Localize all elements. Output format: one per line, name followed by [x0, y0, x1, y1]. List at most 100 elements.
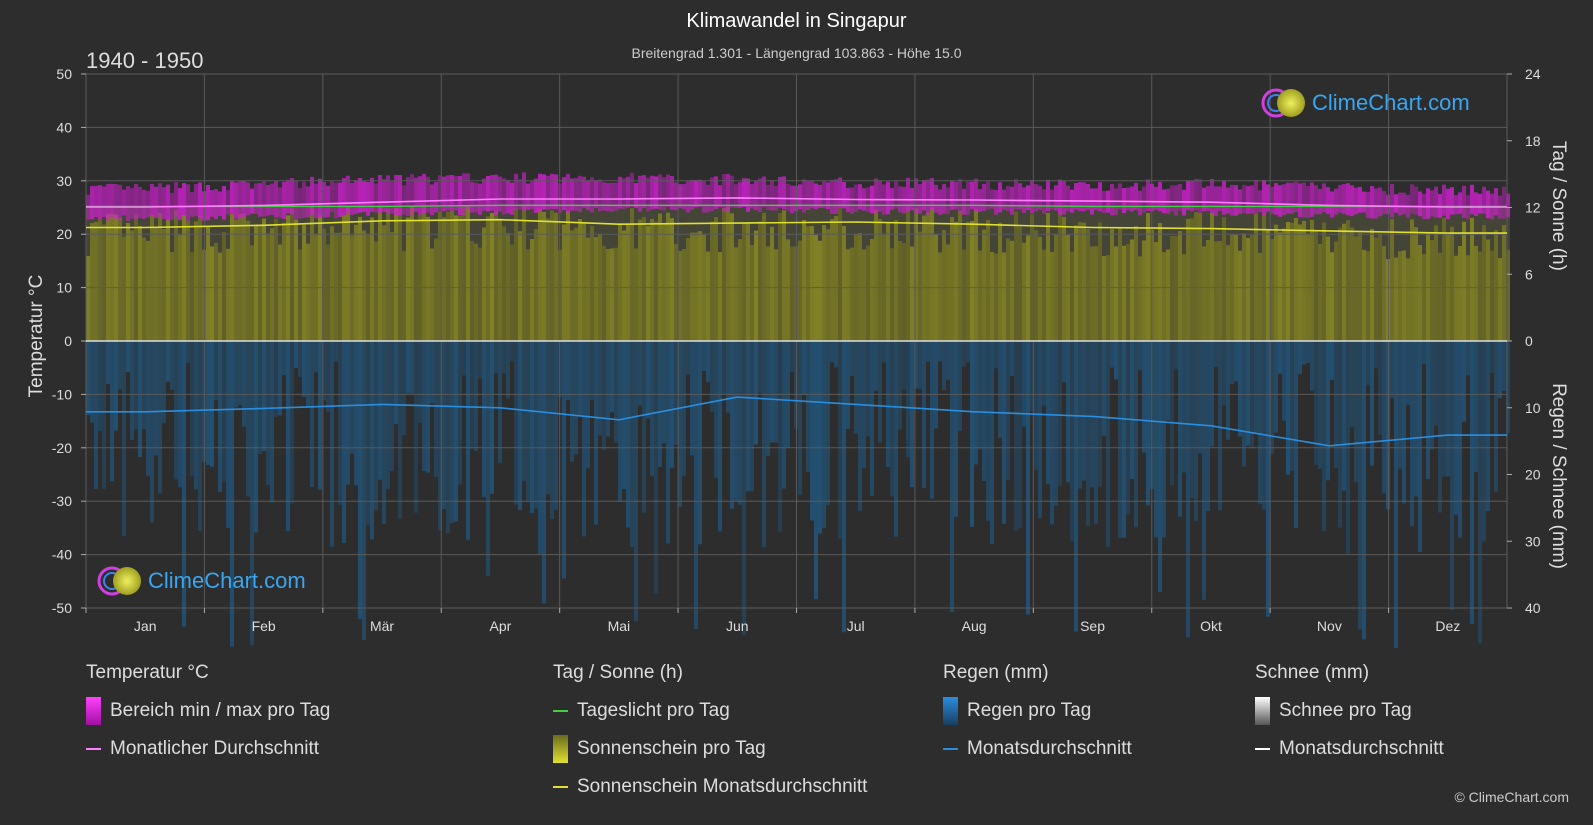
- sunshine-day-bar: [922, 215, 926, 341]
- sunshine-day-bar: [174, 210, 178, 341]
- right-bottom-tick-label: 20: [1525, 467, 1541, 483]
- temp-range-day-bar: [462, 173, 466, 216]
- sunshine-day-bar: [694, 232, 698, 341]
- temp-range-day-bar: [842, 182, 846, 209]
- daylight-day-bar: [910, 205, 914, 247]
- rain-day-bar: [1466, 341, 1470, 376]
- daylight-line: [86, 204, 1507, 208]
- rain-day-bar: [746, 341, 750, 492]
- rain-day-bar: [1050, 341, 1054, 525]
- temp-range-day-bar: [1418, 191, 1422, 217]
- temp-range-day-bar: [986, 181, 990, 210]
- sunshine-day-bar: [1402, 250, 1406, 341]
- rain-day-bar: [742, 341, 746, 636]
- daylight-day-bar: [1338, 206, 1342, 228]
- temp-range-day-bar: [246, 182, 250, 216]
- legend-snow-avg: Monatsdurchschnitt: [1255, 730, 1444, 768]
- daylight-day-bar: [370, 206, 374, 218]
- sunshine-day-bar: [758, 221, 762, 341]
- temp-range-day-bar: [418, 176, 422, 215]
- x-tick-label: Jun: [726, 618, 749, 634]
- temp-range-day-bar: [1206, 186, 1210, 211]
- rain-day-bar: [1290, 341, 1294, 471]
- rain-day-bar: [350, 341, 354, 454]
- daylight-day-bar: [1026, 205, 1030, 236]
- rain-day-bar: [426, 341, 430, 473]
- daylight-day-bar: [986, 205, 990, 220]
- daylight-day-bar: [314, 206, 318, 235]
- sunshine-day-bar: [466, 205, 470, 341]
- daylight-day-bar: [682, 205, 686, 249]
- rain-day-bar: [330, 341, 334, 547]
- rain-day-bar: [926, 341, 930, 362]
- temp-range-day-bar: [1014, 179, 1018, 210]
- sunshine-day-bar: [346, 206, 350, 341]
- temp-range-day-bar: [194, 184, 198, 217]
- rain-day-bar: [1190, 341, 1194, 499]
- rain-day-bar: [542, 341, 546, 604]
- daylight-day-bar: [718, 205, 722, 253]
- logo-top[interactable]: ClimeChart.com: [1258, 86, 1470, 120]
- temp-range-day-bar: [1310, 182, 1314, 217]
- rain-day-bar: [190, 341, 194, 477]
- sunshine-day-bar: [738, 238, 742, 341]
- sunshine-day-bar: [1206, 239, 1210, 341]
- daylight-day-bar: [634, 205, 638, 249]
- temp-range-day-bar: [754, 180, 758, 211]
- daylight-day-bar: [814, 205, 818, 236]
- sunshine-day-bar: [410, 206, 414, 341]
- rain-day-bar: [1266, 341, 1270, 617]
- sunshine-day-bar: [706, 251, 710, 341]
- daylight-day-bar: [414, 206, 418, 221]
- daylight-day-bar: [750, 205, 754, 245]
- rain-day-bar: [1418, 341, 1422, 552]
- rain-day-bar: [1446, 341, 1450, 477]
- rain-day-bar: [1486, 341, 1490, 511]
- rain-day-bar: [1038, 341, 1042, 519]
- daylight-day-bar: [1186, 206, 1190, 219]
- daylight-day-bar: [506, 205, 510, 234]
- sunshine-day-bar: [1078, 221, 1082, 341]
- rain-day-bar: [1410, 341, 1414, 527]
- rain-day-bar: [438, 341, 442, 531]
- daylight-day-bar: [1486, 206, 1490, 240]
- temp-range-day-bar: [1394, 194, 1398, 213]
- logo-bottom[interactable]: ClimeChart.com: [94, 564, 306, 598]
- rain-day-bar: [1154, 341, 1158, 538]
- series-lines: [86, 197, 1507, 447]
- sunshine-day-bar: [1102, 255, 1106, 341]
- rain-day-bar: [1354, 341, 1358, 483]
- sunshine-day-bar: [1026, 235, 1030, 341]
- daylight-day-bar: [614, 205, 618, 248]
- rain-day-bar: [442, 341, 446, 510]
- x-tick-label: Nov: [1317, 618, 1342, 634]
- daylight-day-bar: [602, 205, 606, 246]
- daylight-day-bar: [1034, 205, 1038, 230]
- rain-day-bar: [1442, 341, 1446, 477]
- daylight-day-bar: [1142, 206, 1146, 241]
- rain-day-bar: [1318, 341, 1322, 469]
- daylight-day-bar: [1378, 206, 1382, 234]
- daylight-day-bar: [954, 205, 958, 222]
- rain-day-bar: [174, 341, 178, 480]
- rain-day-bar: [198, 341, 202, 532]
- rain-day-bar: [886, 341, 890, 468]
- daylight-day-bar: [338, 206, 342, 233]
- daylight-day-bar: [850, 205, 854, 248]
- rain-day-bar: [390, 341, 394, 472]
- daylight-day-bar: [1306, 206, 1310, 234]
- daylight-day-bar: [1110, 206, 1114, 230]
- daylight-day-bar: [1114, 206, 1118, 247]
- sunshine-day-bar: [90, 222, 94, 341]
- rain-day-bar: [130, 341, 134, 440]
- daylight-day-bar: [1290, 206, 1294, 223]
- sunshine-day-bar: [286, 215, 290, 341]
- temp-range-day-bar: [1306, 186, 1310, 218]
- temp-range-day-bar: [158, 183, 162, 217]
- daylight-day-bar: [190, 206, 194, 252]
- temp-range-day-bar: [1110, 183, 1114, 216]
- rain-day-bar: [142, 341, 146, 430]
- temp-range-day-bar: [1494, 188, 1498, 216]
- rain-day-bar: [1082, 341, 1086, 481]
- temp-range-day-bar: [1138, 190, 1142, 216]
